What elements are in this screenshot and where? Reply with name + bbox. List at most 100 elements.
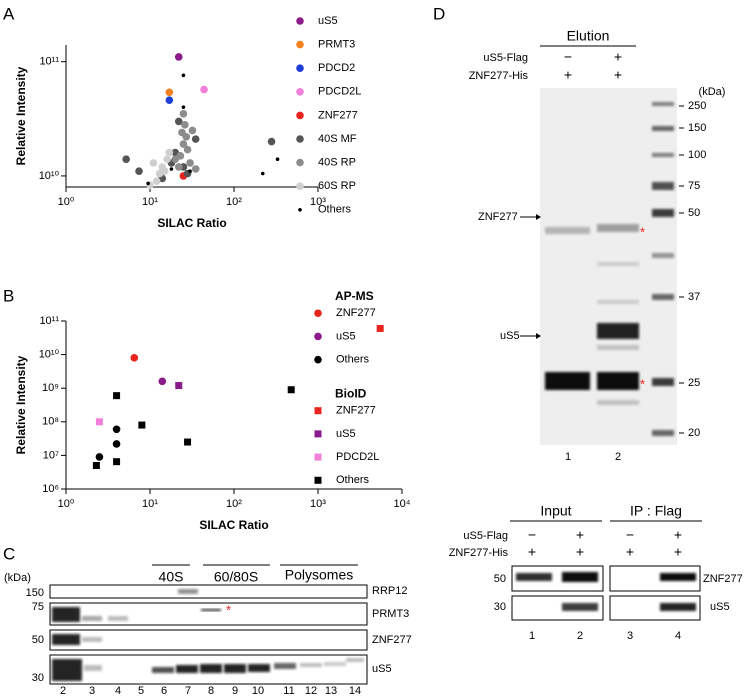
lane-numbers: 1 2 3 4 <box>529 630 681 642</box>
marker-label: 100 <box>688 149 706 161</box>
legend-marker <box>296 111 304 120</box>
blot <box>49 654 368 685</box>
legend-marker <box>296 64 304 72</box>
x-tick-label: 10⁰ <box>58 196 75 208</box>
lane-number: 2 <box>615 451 621 463</box>
lane-numbers: 2 3 4 5 6 7 8 9 10 11 12 13 14 <box>60 685 361 697</box>
y-tick-label: 10⁹ <box>42 382 59 394</box>
point <box>158 377 167 386</box>
legend-label: Others <box>318 204 352 216</box>
point <box>376 324 384 332</box>
legend-marker <box>296 88 304 96</box>
point <box>260 171 265 176</box>
row-label: ZNF277-His <box>449 547 509 559</box>
x-tick-label: 10⁴ <box>394 498 411 510</box>
point <box>95 453 104 461</box>
y-tick-label: 10¹⁰ <box>39 349 60 361</box>
blot-label: ZNF277 <box>372 634 412 646</box>
legend-marker <box>314 476 322 484</box>
fraction: 60/80S <box>214 569 258 585</box>
panel-d: D Elution uS5-Flag ZNF277-His − + + + (k… <box>433 4 743 641</box>
point <box>149 159 158 167</box>
point <box>275 157 280 162</box>
row-label: uS5-Flag <box>483 52 528 64</box>
point <box>191 165 200 173</box>
point <box>169 167 174 171</box>
point <box>174 117 183 126</box>
gel <box>540 88 677 445</box>
legend-marker <box>296 182 304 190</box>
y-tick-label: 10¹¹ <box>39 315 59 327</box>
blot <box>49 629 368 651</box>
point <box>174 163 183 171</box>
marker-label: 37 <box>688 291 700 303</box>
legend-marker <box>314 453 322 461</box>
y-axis-title: Relative Intensity <box>14 66 28 165</box>
band-label: ZNF277 <box>478 211 518 223</box>
legend-label: Others <box>336 354 370 366</box>
bands <box>52 589 364 681</box>
blot <box>511 595 604 621</box>
point <box>130 354 139 362</box>
point <box>113 458 121 466</box>
lane-number: 6 <box>161 685 167 697</box>
point <box>165 96 174 105</box>
legend-marker <box>296 158 304 167</box>
point <box>163 155 171 164</box>
x-tick-label: 10¹ <box>142 498 158 510</box>
lane-number: 13 <box>325 685 337 697</box>
asterisk: * <box>640 376 645 391</box>
marker-label: 30 <box>494 601 506 613</box>
blot <box>49 602 368 626</box>
asterisk: * <box>640 224 645 239</box>
blot-label: PRMT3 <box>372 608 409 620</box>
point <box>165 148 174 157</box>
gel-bands <box>545 102 674 436</box>
lane-number: 1 <box>529 630 535 642</box>
signs: − + − ++ + + + <box>528 527 682 560</box>
lane-number: 7 <box>185 685 191 697</box>
y-tick-label: 10¹⁰ <box>39 170 60 182</box>
legend-title: BioID <box>335 387 367 401</box>
sign: + <box>614 67 622 83</box>
point <box>135 167 143 176</box>
point <box>175 382 183 390</box>
x-tick-label: 10⁰ <box>58 498 75 510</box>
chart: A 10⁰ 10¹ 10² 10³ 10¹⁰ 10¹¹ SILAC Ratio Relative… <box>3 4 361 230</box>
legend-marker <box>314 355 322 364</box>
legend-label: ZNF277 <box>336 307 376 319</box>
point <box>112 425 121 434</box>
legend-label: 60S RP <box>318 180 356 192</box>
sign: − <box>528 527 536 543</box>
point <box>188 169 192 174</box>
lane-number: 2 <box>60 685 66 697</box>
lane-number: 3 <box>89 685 95 697</box>
point <box>191 135 200 143</box>
lane-number: 5 <box>138 685 144 697</box>
x-axis-title: SILAC Ratio <box>199 518 268 532</box>
legend-label: 40S RP <box>318 157 356 169</box>
point <box>179 109 188 118</box>
fraction: 40S <box>159 569 184 585</box>
point <box>200 85 208 94</box>
sign: − <box>626 527 634 543</box>
marker-label: 75 <box>688 180 700 192</box>
marker-label: 150 <box>688 122 706 134</box>
arrow-head <box>536 214 541 220</box>
marker-label: 250 <box>688 100 706 112</box>
legend-marker <box>296 135 304 143</box>
blot-bands <box>516 572 696 611</box>
sign: + <box>528 544 536 560</box>
legend-label: PDCD2 <box>318 62 355 74</box>
point <box>181 73 186 78</box>
panel-label: D <box>433 4 445 23</box>
point <box>113 392 121 400</box>
point <box>146 181 150 186</box>
lane-number: 3 <box>627 630 633 642</box>
point <box>138 421 146 429</box>
unit: (kDa) <box>4 572 31 584</box>
marker-label: 50 <box>32 634 44 646</box>
marker-label: 30 <box>32 672 44 684</box>
legend-label: PDCD2L <box>318 86 361 98</box>
lane-number: 1 <box>565 451 571 463</box>
